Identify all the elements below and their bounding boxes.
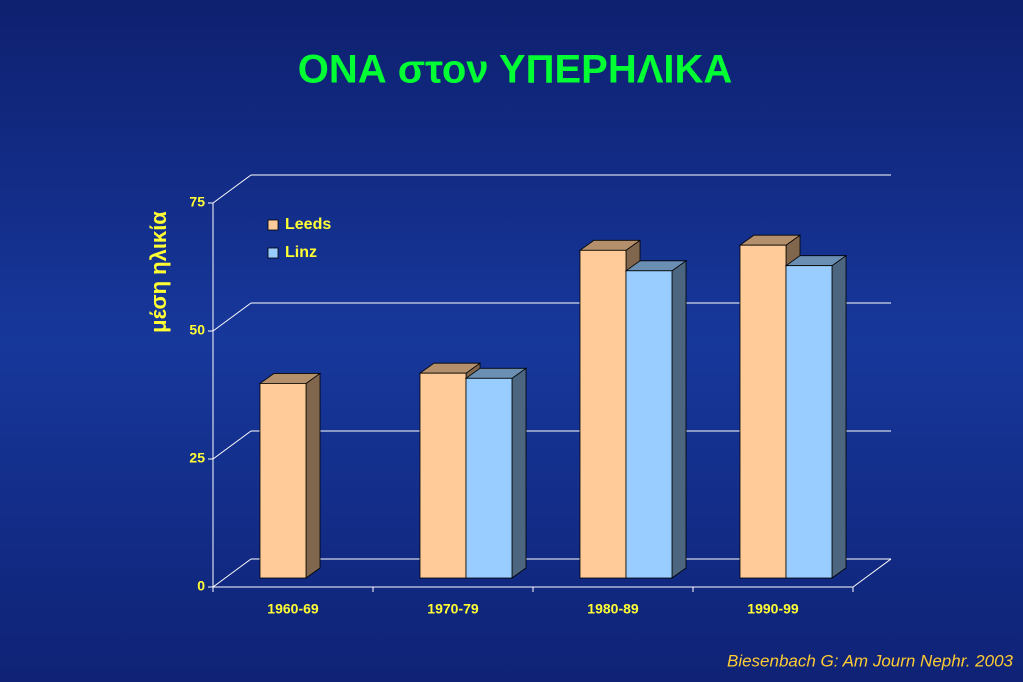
bar-side: [305, 372, 321, 579]
grid-line: [212, 302, 252, 332]
x-tick-label: 1980-89: [587, 601, 639, 617]
legend-swatch: [267, 219, 279, 231]
bar: [419, 372, 467, 579]
bar: [785, 265, 833, 579]
y-axis-label: μέση ηλικία: [146, 211, 171, 333]
bar: [739, 244, 787, 579]
chart-title: ΟΝΑ στον ΥΠΕΡΗΛΙΚΑ: [298, 48, 733, 92]
grid-line: [212, 174, 252, 204]
bar: [465, 377, 513, 579]
bar-side: [671, 260, 687, 579]
y-tick-label: 25: [189, 450, 205, 466]
bar-side: [831, 254, 847, 579]
y-tick-label: 0: [197, 578, 205, 594]
legend-label: Linz: [285, 244, 317, 261]
bar: [259, 383, 307, 579]
y-tick-label: 75: [189, 194, 205, 210]
legend-label: Leeds: [285, 216, 331, 233]
bar: [579, 249, 627, 579]
y-tick-label: 50: [189, 322, 205, 338]
bar-side: [511, 367, 527, 579]
x-tick-label: 1960-69: [267, 601, 319, 617]
x-tick-label: 1970-79: [427, 601, 479, 617]
bar: [625, 270, 673, 579]
floor-edge: [852, 558, 892, 588]
legend-swatch: [267, 247, 279, 259]
grid-line: [212, 558, 252, 588]
source: Biesenbach G: Am Journ Nephr. 2003: [727, 651, 1014, 670]
x-tick-label: 1990-99: [747, 601, 799, 617]
grid-line: [212, 430, 252, 460]
